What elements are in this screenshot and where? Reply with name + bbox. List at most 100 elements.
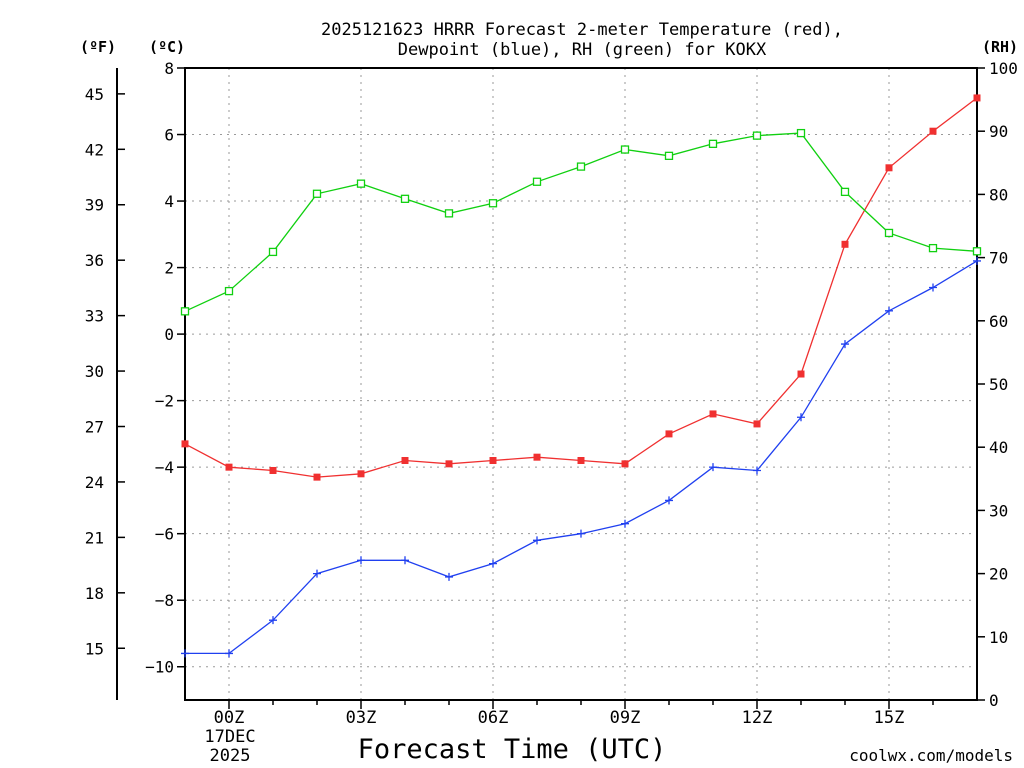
- dewpoint-point: [885, 306, 893, 315]
- celsius-tick-label: −4: [155, 458, 174, 477]
- dewpoint-point: [841, 340, 849, 349]
- fahrenheit-tick-label: 45: [85, 85, 104, 104]
- x-tick-label: 06Z: [478, 708, 509, 728]
- fahrenheit-tick-label: 42: [85, 140, 104, 159]
- temperature-point: [533, 453, 541, 461]
- celsius-tick-label: 8: [164, 59, 174, 78]
- temperature-point: [313, 473, 321, 481]
- celsius-tick-label: −8: [155, 591, 174, 610]
- temperature-point: [797, 370, 805, 378]
- date-label-line1: 17DEC: [204, 727, 255, 747]
- fahrenheit-tick-label: 33: [85, 307, 104, 326]
- temperature-point: [181, 440, 189, 448]
- fahrenheit-unit-label: (ºF): [80, 38, 116, 56]
- rh-point: [532, 177, 542, 186]
- rh-tick-label: 100: [989, 59, 1018, 78]
- rh-point: [312, 189, 322, 198]
- fahrenheit-tick-label: 30: [85, 362, 104, 381]
- rh-tick-label: 60: [989, 312, 1008, 331]
- dewpoint-point: [665, 496, 673, 505]
- temperature-point: [929, 127, 937, 135]
- temperature-point: [445, 460, 453, 468]
- rh-point: [356, 179, 366, 188]
- axis-ticks-and-labels: −10−8−6−4−202468151821242730333639424501…: [85, 59, 1018, 728]
- watermark: coolwx.com/models: [849, 746, 1013, 765]
- rh-point: [576, 162, 586, 171]
- temperature-point: [841, 240, 849, 248]
- dewpoint-point: [445, 572, 453, 581]
- rh-tick-label: 80: [989, 185, 1008, 204]
- rh-point: [796, 128, 806, 138]
- x-tick-label: 12Z: [742, 708, 773, 728]
- celsius-tick-label: 0: [164, 325, 174, 344]
- rh-point: [180, 307, 190, 316]
- celsius-tick-label: 6: [164, 126, 174, 145]
- temperature-point: [401, 457, 409, 465]
- fahrenheit-tick-label: 39: [85, 196, 104, 215]
- chart-title-line1: 2025121623 HRRR Forecast 2-meter Tempera…: [321, 20, 843, 40]
- celsius-tick-label: −6: [155, 525, 174, 544]
- celsius-tick-label: 2: [164, 259, 174, 278]
- dewpoint-point: [797, 413, 805, 422]
- rh-point: [620, 145, 630, 154]
- rh-tick-label: 70: [989, 249, 1008, 268]
- dewpoint-point: [621, 519, 629, 528]
- rh-tick-label: 10: [989, 628, 1008, 647]
- temperature-point: [709, 410, 717, 418]
- rh-point: [444, 209, 454, 218]
- rh-point: [752, 131, 762, 140]
- fahrenheit-tick-label: 24: [85, 473, 104, 492]
- temperature-point: [269, 466, 277, 474]
- data-series: [180, 94, 982, 658]
- dewpoint-point: [181, 649, 189, 658]
- dewpoint-point: [929, 283, 937, 292]
- rh-point: [884, 228, 894, 238]
- rh-point: [664, 151, 674, 160]
- celsius-tick-label: 4: [164, 192, 174, 211]
- temperature-point: [753, 420, 761, 428]
- chart-title-line2: Dewpoint (blue), RH (green) for KOKX: [398, 40, 767, 60]
- dewpoint-point: [577, 529, 585, 538]
- dewpoint-point: [401, 556, 409, 565]
- x-tick-label: 15Z: [874, 708, 905, 728]
- temperature-point: [885, 164, 893, 172]
- fahrenheit-tick-label: 15: [85, 639, 104, 658]
- dewpoint-point: [709, 463, 717, 472]
- celsius-tick-label: −2: [155, 392, 174, 411]
- dewpoint-point: [313, 569, 321, 578]
- rh-tick-label: 90: [989, 122, 1008, 141]
- x-tick-label: 09Z: [610, 708, 641, 728]
- fahrenheit-tick-label: 36: [85, 251, 104, 270]
- dewpoint-point: [753, 466, 761, 475]
- x-tick-label: 00Z: [214, 708, 245, 728]
- dewpoint-point: [489, 559, 497, 568]
- dewpoint-point: [269, 616, 277, 625]
- dewpoint-point: [225, 649, 233, 658]
- rh-point: [488, 199, 498, 208]
- rh-tick-label: 40: [989, 438, 1008, 457]
- rh-tick-label: 50: [989, 375, 1008, 394]
- fahrenheit-tick-label: 18: [85, 584, 104, 603]
- fahrenheit-tick-label: 21: [85, 528, 104, 547]
- temperature-point: [225, 463, 233, 471]
- temperature-series-line: [184, 97, 978, 478]
- rh-point: [268, 247, 278, 257]
- celsius-unit-label: (ºC): [149, 38, 185, 56]
- celsius-tick-label: −10: [145, 658, 174, 677]
- fahrenheit-tick-label: 27: [85, 418, 104, 437]
- dewpoint-point: [973, 256, 981, 265]
- dewpoint-point: [357, 556, 365, 565]
- temperature-point: [357, 470, 365, 478]
- rh-tick-label: 0: [989, 691, 999, 710]
- temperature-point: [665, 430, 673, 438]
- temperature-point: [489, 457, 497, 465]
- x-axis-title: Forecast Time (UTC): [358, 734, 667, 765]
- temperature-point: [621, 460, 629, 468]
- rh-unit-label: (RH): [982, 38, 1018, 56]
- rh-point: [972, 247, 982, 256]
- rh-point: [840, 187, 850, 197]
- dewpoint-point: [533, 536, 541, 545]
- rh-point: [708, 139, 718, 148]
- date-label-line2: 2025: [210, 746, 251, 766]
